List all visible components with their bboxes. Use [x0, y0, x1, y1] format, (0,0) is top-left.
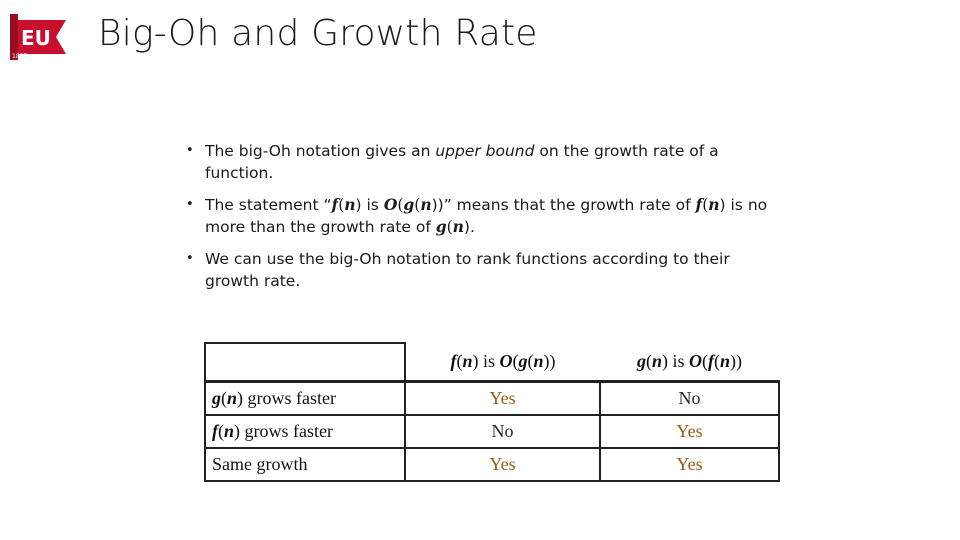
- bullet-text: ).: [463, 218, 475, 236]
- bullet-item: • The big-Oh notation gives an upper bou…: [186, 140, 786, 184]
- bullet-dot-icon: •: [186, 197, 194, 212]
- math-symbol: O: [383, 195, 398, 214]
- math-symbol: (: [397, 196, 404, 214]
- pennant-logo-icon: EU 1857: [10, 14, 66, 60]
- bullet-dot-icon: •: [186, 143, 194, 158]
- bullet-list: • The big-Oh notation gives an upper bou…: [186, 140, 786, 302]
- math-symbol: n: [708, 195, 720, 214]
- table-header-row: f(n) is O(g(n)) g(n) is O(f(n)): [204, 342, 779, 383]
- bullet-text: on the growth rate of a function.: [205, 142, 719, 182]
- cell-yes: Yes: [600, 448, 780, 482]
- math-symbol: (: [338, 196, 345, 214]
- math-symbol: g: [403, 195, 415, 214]
- cell-yes: Yes: [404, 381, 601, 416]
- table-row: Same growth Yes Yes: [204, 448, 780, 482]
- bullet-text: ) is: [355, 196, 384, 214]
- cell-no: No: [404, 415, 601, 449]
- table-row: g(n) grows faster Yes No: [204, 381, 780, 416]
- growth-rate-table: f(n) is O(g(n)) g(n) is O(f(n)) g(n) gro…: [204, 342, 780, 482]
- table-header-col1: f(n) is O(g(n)): [405, 343, 600, 383]
- row-label: f(n) grows faster: [204, 415, 406, 449]
- eu-logo: EU 1857: [10, 14, 66, 60]
- math-symbol: n: [344, 195, 356, 214]
- row-label: g(n) grows faster: [204, 381, 406, 416]
- math-symbol: (: [414, 196, 421, 214]
- emphasis-text: upper bound: [435, 142, 535, 160]
- logo-year: 1857: [12, 53, 27, 60]
- bullet-text: ) is no more than the growth rate of: [205, 196, 768, 236]
- row-label: Same growth: [204, 448, 406, 482]
- table-row: f(n) grows faster No Yes: [204, 415, 780, 449]
- cell-no: No: [600, 381, 780, 416]
- math-symbol: (: [446, 218, 453, 236]
- math-symbol: f: [695, 195, 703, 214]
- bullet-item: • We can use the big-Oh notation to rank…: [186, 248, 786, 292]
- bullet-text: We can use the big-Oh notation to rank f…: [205, 250, 730, 290]
- slide-title: Big-Oh and Growth Rate: [98, 13, 538, 54]
- bullet-text: ))” means that the growth rate of: [431, 196, 696, 214]
- math-symbol: f: [331, 195, 339, 214]
- bullet-text: The big-Oh notation gives an: [205, 142, 436, 160]
- growth-table-wrap: f(n) is O(g(n)) g(n) is O(f(n)) g(n) gro…: [204, 342, 780, 482]
- cell-yes: Yes: [404, 448, 601, 482]
- bullet-item: • The statement “f(n) is O(g(n))” means …: [186, 194, 786, 238]
- bullet-dot-icon: •: [186, 251, 194, 266]
- table-header-col2: g(n) is O(f(n)): [600, 343, 779, 383]
- math-symbol: n: [420, 195, 432, 214]
- table-header-empty: [204, 342, 406, 383]
- cell-yes: Yes: [600, 415, 780, 449]
- bullet-text: The statement “: [205, 196, 332, 214]
- logo-text: EU: [21, 26, 51, 50]
- math-symbol: (: [702, 196, 709, 214]
- math-symbol: n: [452, 217, 464, 236]
- math-symbol: g: [435, 217, 447, 236]
